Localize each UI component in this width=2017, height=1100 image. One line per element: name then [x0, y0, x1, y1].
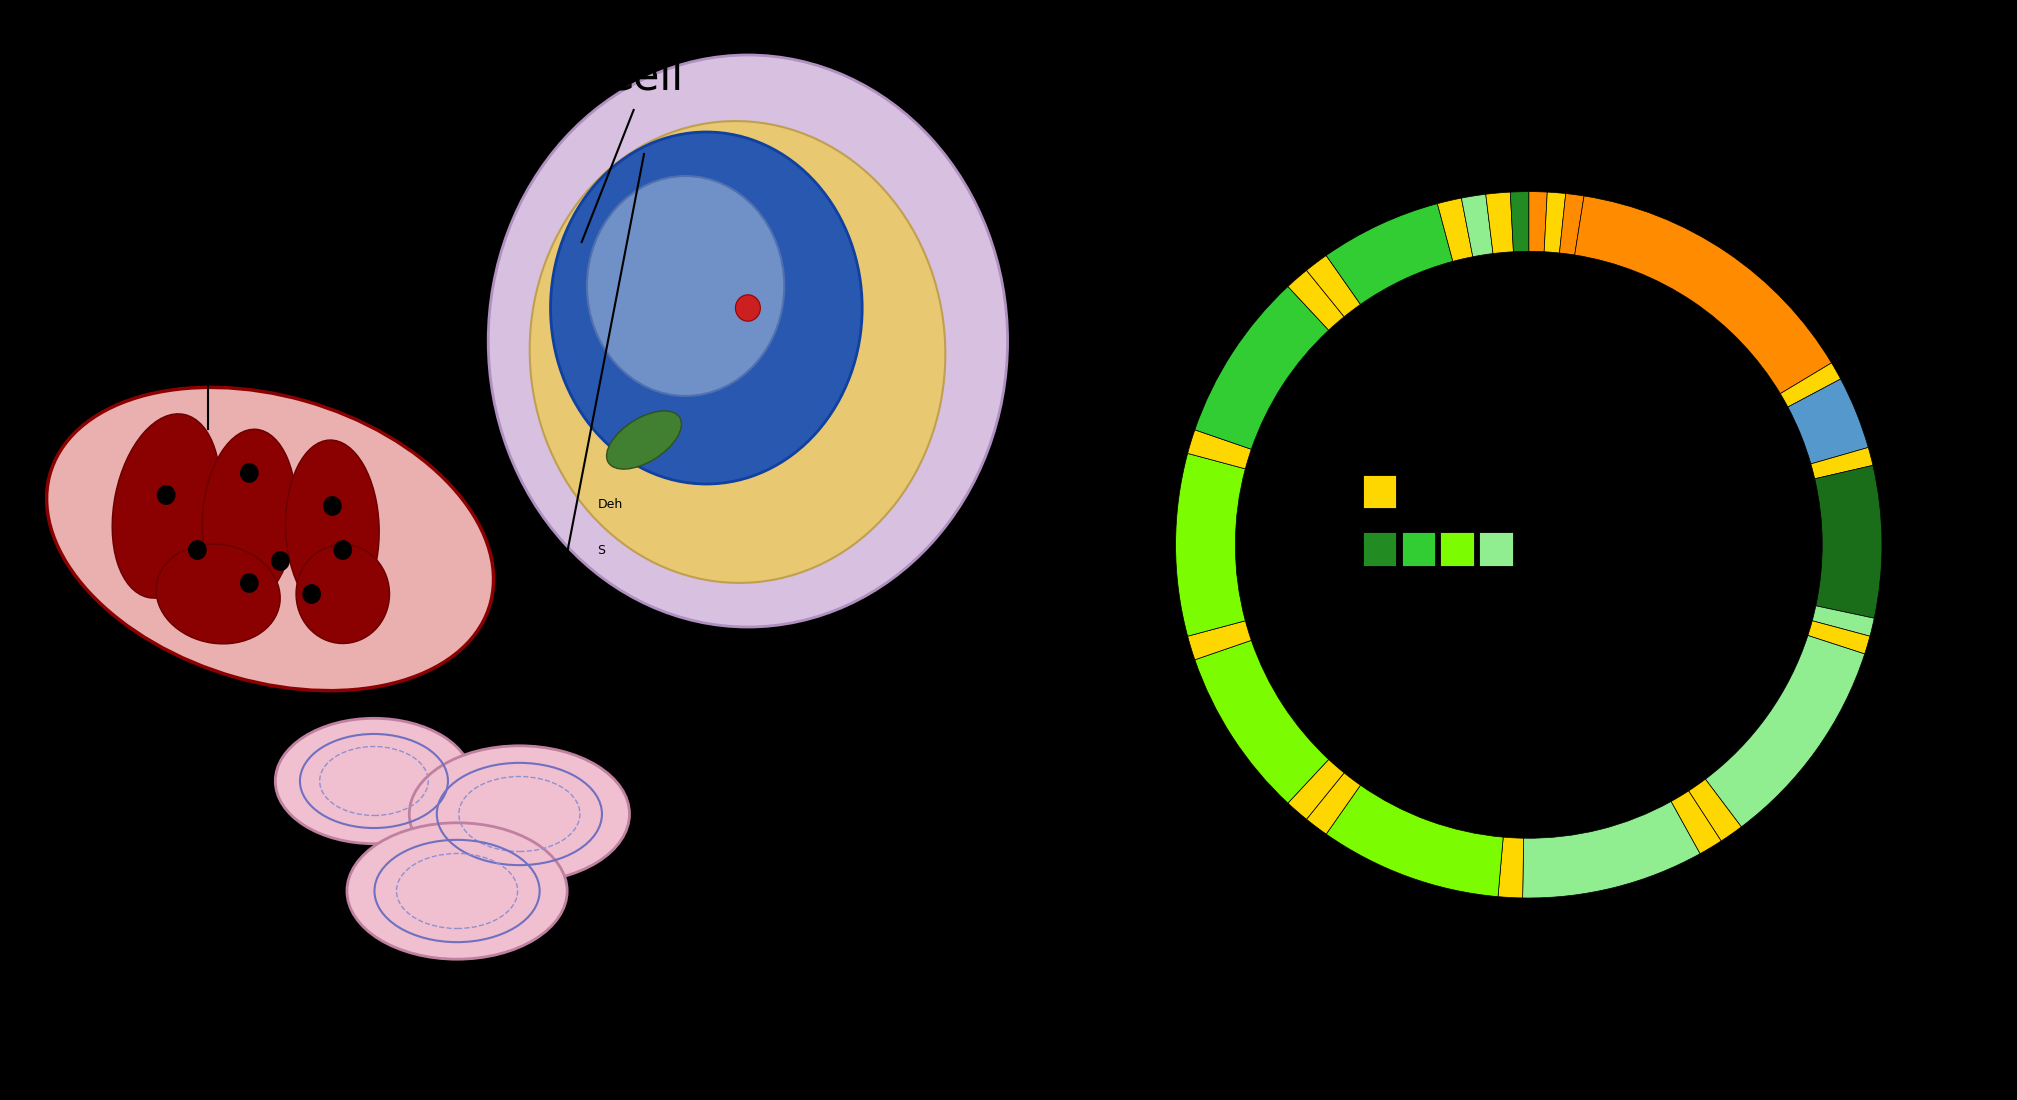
Circle shape	[323, 496, 341, 516]
Ellipse shape	[347, 823, 567, 959]
Wedge shape	[1289, 271, 1343, 330]
Text: Mitochondrial  DNA: Mitochondrial DNA	[246, 990, 625, 1023]
Ellipse shape	[296, 544, 389, 644]
Wedge shape	[1688, 779, 1741, 842]
Ellipse shape	[409, 746, 629, 882]
Circle shape	[188, 540, 206, 560]
Wedge shape	[1462, 195, 1493, 256]
Circle shape	[270, 551, 290, 571]
Text: S: S	[597, 544, 605, 558]
Wedge shape	[1787, 379, 1868, 464]
Ellipse shape	[488, 55, 1008, 627]
Ellipse shape	[530, 121, 946, 583]
Circle shape	[333, 540, 353, 560]
Bar	[1402, 531, 1436, 565]
Ellipse shape	[587, 176, 785, 396]
Wedge shape	[1188, 620, 1251, 660]
Wedge shape	[1815, 465, 1882, 618]
Ellipse shape	[286, 440, 379, 616]
Bar	[1440, 531, 1474, 565]
Wedge shape	[1811, 448, 1874, 478]
Circle shape	[157, 485, 175, 505]
Wedge shape	[1194, 286, 1329, 449]
Wedge shape	[1511, 191, 1529, 252]
Circle shape	[736, 295, 760, 321]
Text: Deh: Deh	[597, 498, 623, 512]
Circle shape	[240, 573, 258, 593]
Circle shape	[240, 463, 258, 483]
Wedge shape	[1487, 192, 1513, 253]
Wedge shape	[1523, 802, 1700, 898]
Wedge shape	[1438, 198, 1472, 262]
Wedge shape	[1575, 196, 1831, 394]
Wedge shape	[1559, 194, 1583, 255]
Bar	[1363, 531, 1396, 565]
Ellipse shape	[551, 132, 861, 484]
Wedge shape	[1706, 636, 1864, 827]
Wedge shape	[1327, 204, 1452, 305]
Wedge shape	[1545, 192, 1565, 253]
Wedge shape	[1529, 191, 1547, 252]
Wedge shape	[1194, 640, 1329, 803]
Circle shape	[303, 584, 321, 604]
Wedge shape	[1327, 785, 1503, 896]
Ellipse shape	[155, 544, 280, 644]
Wedge shape	[1289, 759, 1343, 820]
Bar	[1478, 531, 1513, 565]
Text: Mitochondria: Mitochondria	[42, 267, 294, 305]
Wedge shape	[1670, 791, 1721, 854]
Text: Cell: Cell	[603, 56, 684, 98]
Ellipse shape	[113, 414, 220, 598]
Wedge shape	[1188, 430, 1251, 469]
Wedge shape	[1499, 837, 1523, 898]
Ellipse shape	[202, 429, 296, 605]
Wedge shape	[1807, 620, 1870, 653]
Wedge shape	[1307, 255, 1361, 317]
Ellipse shape	[274, 718, 472, 844]
Wedge shape	[1811, 606, 1874, 636]
Wedge shape	[1176, 453, 1244, 636]
Ellipse shape	[46, 387, 494, 691]
Bar	[1363, 475, 1396, 508]
Ellipse shape	[607, 411, 682, 469]
Wedge shape	[1307, 773, 1361, 834]
Wedge shape	[1781, 363, 1842, 407]
